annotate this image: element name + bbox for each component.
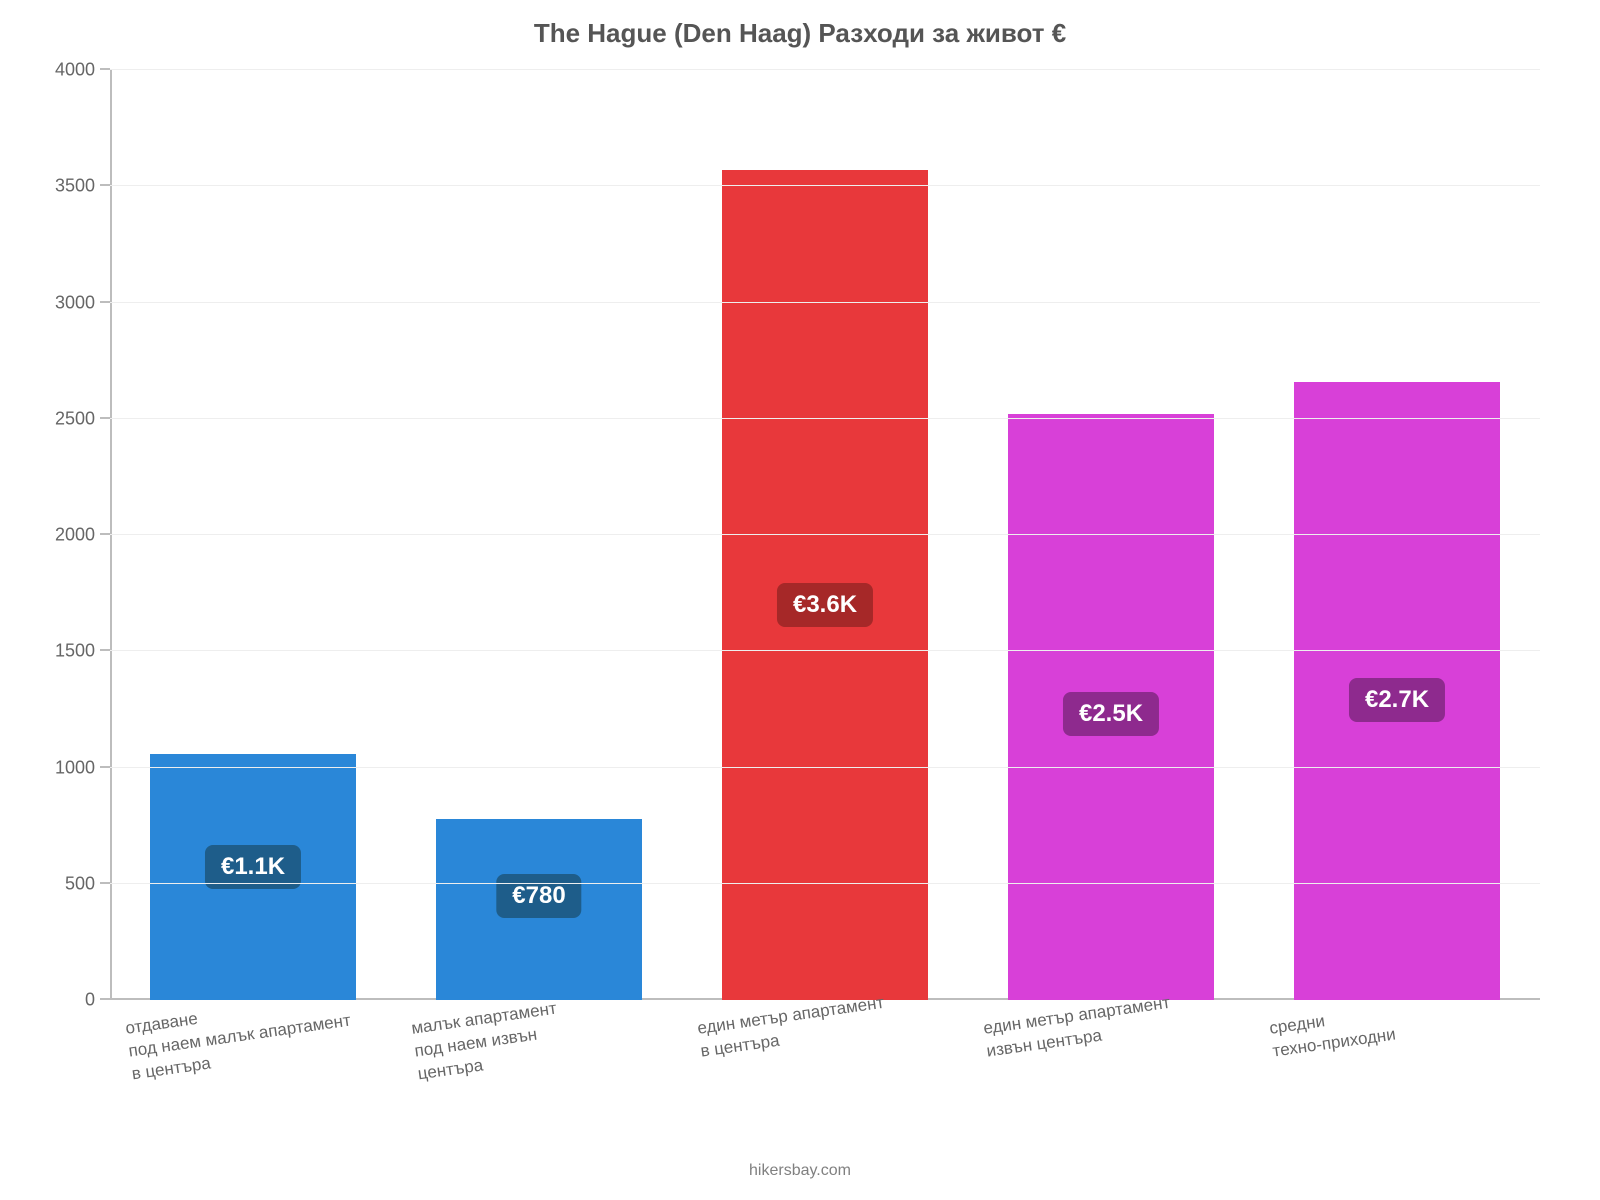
gridline [110, 650, 1540, 651]
chart-title: The Hague (Den Haag) Разходи за живот € [0, 18, 1600, 49]
bar-value-label: €780 [496, 874, 581, 918]
x-labels-layer: отдаване под наем малък апартамент в цен… [110, 1010, 1540, 1160]
y-tick [100, 998, 110, 1000]
y-tick [100, 68, 110, 70]
x-tick-label: малък апартамент под наем извън центъра [410, 998, 565, 1087]
y-tick [100, 417, 110, 419]
gridline [110, 302, 1540, 303]
bar-value-label: €3.6K [777, 583, 873, 627]
gridline [110, 69, 1540, 70]
y-tick-label: 0 [40, 990, 95, 1011]
bars-layer: €1.1K€780€3.6K€2.5K€2.7K [110, 70, 1540, 1000]
y-tick [100, 184, 110, 186]
y-tick-label: 3000 [40, 292, 95, 313]
y-tick [100, 766, 110, 768]
gridline [110, 418, 1540, 419]
y-tick [100, 882, 110, 884]
y-tick-label: 500 [40, 873, 95, 894]
plot-area: €1.1K€780€3.6K€2.5K€2.7K 050010001500200… [110, 70, 1540, 1000]
y-tick [100, 649, 110, 651]
bar-value-label: €2.5K [1063, 692, 1159, 736]
y-tick-label: 1500 [40, 641, 95, 662]
gridline [110, 185, 1540, 186]
gridline [110, 534, 1540, 535]
gridline [110, 767, 1540, 768]
y-tick [100, 301, 110, 303]
y-tick [100, 533, 110, 535]
y-tick-label: 3500 [40, 176, 95, 197]
y-tick-label: 2500 [40, 408, 95, 429]
bar-value-label: €2.7K [1349, 678, 1445, 722]
y-tick-label: 2000 [40, 525, 95, 546]
y-tick-label: 1000 [40, 757, 95, 778]
x-tick-label: един метър апартамент в центъра [696, 992, 889, 1064]
x-tick-label: един метър апартамент извън центъра [982, 992, 1175, 1064]
x-tick-label: отдаване под наем малък апартамент в цен… [124, 987, 355, 1086]
cost-of-living-bar-chart: The Hague (Den Haag) Разходи за живот € … [0, 0, 1600, 1200]
x-tick-label: средни техно-приходни [1268, 1001, 1397, 1064]
source-attribution: hikersbay.com [0, 1162, 1600, 1180]
y-tick-label: 4000 [40, 60, 95, 81]
gridline [110, 883, 1540, 884]
